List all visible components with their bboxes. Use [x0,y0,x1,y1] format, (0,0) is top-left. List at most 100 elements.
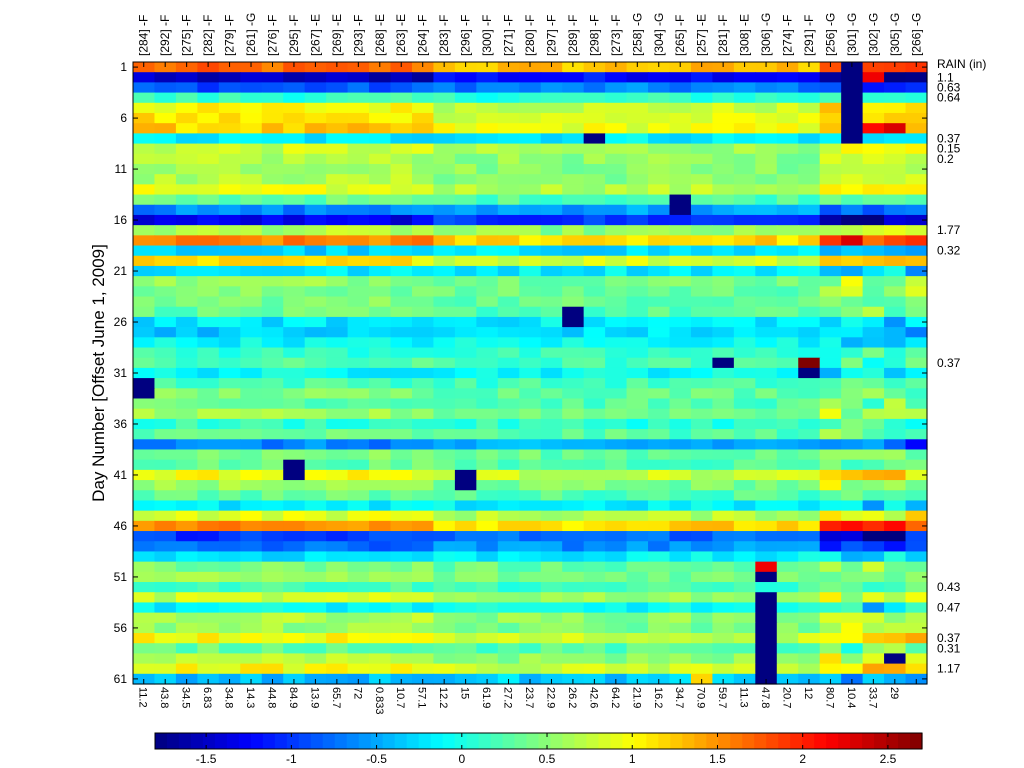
column-label: [292] -F [158,15,172,56]
colorbar-swatch [622,733,635,749]
heatmap-cell [497,571,520,583]
heatmap-cell [433,643,456,655]
heatmap-cell [497,194,520,206]
heatmap-cell [583,143,606,155]
heatmap-cell [390,265,413,277]
heatmap-cell [347,602,370,614]
heatmap-cell [347,225,370,236]
heatmap-cell [733,163,756,175]
heatmap-cell [583,112,606,124]
heatmap-cell [605,72,628,83]
heatmap-cell [433,449,456,461]
heatmap-cell [733,92,756,104]
heatmap-cell [798,276,821,287]
heatmap-cell [690,204,714,216]
heatmap-cell [669,551,692,563]
heatmap-cell [154,82,177,94]
heatmap-cell [476,225,499,236]
column-label: [297] -F [545,15,559,56]
heatmap-cell [240,398,263,410]
column-label: [293] -F [351,15,365,56]
bottom-value-label: 6.83 [201,687,213,708]
heatmap-cell [884,561,907,573]
heatmap-cell [133,592,156,604]
heatmap-cell [519,204,542,216]
heatmap-cell [369,102,392,114]
heatmap-cell [390,663,413,675]
heatmap-cell [133,245,156,257]
heatmap-cell [712,551,735,563]
heatmap-cell [626,327,649,338]
heatmap-cell [733,408,756,420]
bottom-value-label: 22.9 [545,687,557,708]
heatmap-cell [626,296,649,308]
heatmap-cell [798,123,821,134]
heatmap-cell [841,408,864,420]
heatmap-cell [884,602,907,614]
heatmap-cell [733,112,756,124]
heatmap-cell [283,174,306,185]
heatmap-cell [862,378,885,389]
heatmap-cell [819,337,842,349]
heatmap-cell [454,306,477,318]
column-label: [265] -F [673,15,687,56]
heatmap-cell [519,163,542,175]
bottom-value-label: 42.6 [587,687,599,708]
heatmap-cell [540,633,563,644]
heatmap-cell [819,408,842,420]
heatmap-cell [690,612,714,624]
heatmap-cell [369,541,392,553]
heatmap-cell [154,653,177,665]
heatmap-cell [283,112,306,124]
colorbar-tick-label: 1.5 [709,752,726,766]
heatmap-cell [390,327,413,338]
heatmap-cell [841,633,864,644]
heatmap-cell [540,469,563,481]
heatmap-cell [905,541,928,553]
heatmap-cell [562,602,585,614]
heatmap-cell [862,408,885,420]
heatmap-cell [240,62,263,73]
heatmap-cell [562,541,585,553]
heatmap-cell [605,510,628,522]
heatmap-cell [476,102,499,114]
heatmap-cell [669,255,692,267]
heatmap-cell [562,194,585,206]
heatmap-cell [175,194,198,206]
heatmap-cell [648,490,671,502]
heatmap-cell [819,204,842,216]
colorbar-swatch [442,733,456,749]
heatmap-cell [261,510,284,522]
heatmap-cell [884,520,907,532]
heatmap-cell [175,622,198,634]
heatmap-cell [712,622,735,634]
heatmap-cell [454,225,477,236]
heatmap-cell [218,622,241,634]
bottom-value-label: 34.5 [180,687,192,708]
heatmap-cell [690,276,714,287]
heatmap-cell [497,255,520,267]
heatmap-cell [776,133,799,145]
heatmap-cell [304,337,327,349]
heatmap-cell [669,500,692,512]
heatmap-cell [605,276,628,287]
heatmap-cell [454,622,477,634]
heatmap-cell [261,449,284,461]
heatmap-cell [390,214,413,226]
heatmap-cell [497,633,520,644]
heatmap-cell [133,306,156,318]
heatmap-cell [454,92,477,104]
heatmap-cell [369,633,392,644]
heatmap-cell [841,439,864,451]
heatmap-cell [347,378,370,389]
heatmap-cell [819,265,842,277]
heatmap-cell [326,143,349,155]
heatmap-cell [175,633,198,644]
heatmap-cell [197,286,220,298]
heatmap-cell [369,347,392,359]
heatmap-cell [905,102,928,114]
heatmap-cell [497,398,520,410]
heatmap-cell [347,520,370,532]
heatmap-cell [540,235,563,247]
heatmap-cell [304,357,327,369]
